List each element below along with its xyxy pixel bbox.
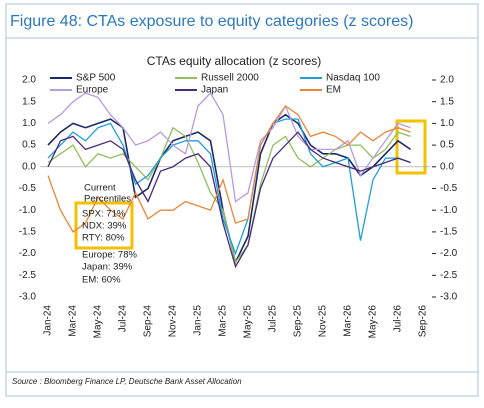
annotation: EM: 60% (82, 275, 121, 286)
y-tick-label: 1.5 (22, 96, 36, 107)
x-tick-label: May-26 (368, 305, 379, 339)
x-tick-label: Sep-24 (143, 305, 154, 338)
legend-label: Nasdaq 100 (326, 73, 380, 84)
y2-tick-label: -2.0 (440, 248, 458, 259)
y2-tick-label: -1.5 (440, 227, 458, 238)
y2-tick-label: 2.0 (440, 75, 454, 86)
x-tick-label: Sep-26 (418, 305, 429, 338)
x-tick-label: Sep-25 (293, 305, 304, 338)
series-line (47, 131, 411, 269)
legend-label: Japan (201, 85, 228, 96)
series-line (47, 91, 411, 203)
y-tick-label: 0.5 (22, 140, 36, 151)
x-tick-label: Nov-25 (318, 305, 329, 338)
y-tick-label: 0.0 (22, 161, 36, 172)
y-tick-label: -3.0 (19, 292, 37, 303)
x-tick-label: Mar-26 (343, 305, 354, 337)
x-tick-label: Mar-24 (68, 305, 79, 337)
legend-label: EM (326, 85, 341, 96)
y-tick-label: 2.0 (22, 75, 36, 86)
annotation: Europe: 78% (82, 250, 137, 261)
highlight-box (395, 119, 427, 175)
legend-label: Europe (76, 85, 109, 96)
chart-title: CTAs equity allocation (z scores) (147, 54, 322, 68)
y2-tick-label: 1.0 (440, 118, 454, 129)
y2-tick-label: -0.5 (440, 183, 458, 194)
annotation: NDX: 39% (82, 221, 127, 232)
y2-tick-label: 0.5 (440, 140, 454, 151)
y-tick-label: -2.5 (19, 270, 37, 281)
x-tick-label: Jul-25 (268, 305, 279, 333)
y-tick-label: -0.5 (19, 183, 37, 194)
series-line (47, 118, 411, 256)
source: Source : Bloomberg Finance LP, Deutsche … (12, 377, 242, 386)
y2-tick-label: -3.0 (440, 292, 458, 303)
y-tick-label: 1.0 (22, 118, 36, 129)
annotation: Japan: 39% (82, 262, 133, 273)
annotation: Current (84, 183, 116, 194)
x-tick-label: Jul-24 (118, 305, 129, 333)
figure-header: Figure 48: CTAs exposure to equity categ… (10, 13, 413, 30)
x-tick-label: Jan-25 (193, 305, 204, 336)
x-tick-label: May-24 (93, 305, 104, 339)
y-tick-label: -2.0 (19, 248, 37, 259)
y2-tick-label: -2.5 (440, 270, 458, 281)
x-tick-label: Nov-24 (168, 305, 179, 338)
annotation: SPX: 71% (82, 209, 126, 220)
x-tick-label: Mar-25 (218, 305, 229, 337)
x-tick-label: May-25 (243, 305, 254, 339)
y2-tick-label: 0.0 (440, 161, 454, 172)
annotation: Percentiles (84, 194, 131, 205)
legend-label: Russell 2000 (201, 73, 259, 84)
x-tick-label: Jul-26 (393, 305, 404, 333)
annotation: RTY: 80% (82, 233, 125, 244)
y2-tick-label: -1.0 (440, 205, 458, 216)
series-line (47, 105, 411, 233)
y2-tick-label: 1.5 (440, 96, 454, 107)
x-tick-label: Jan-24 (43, 305, 54, 336)
frame (5, 3, 479, 397)
y-tick-label: -1.0 (19, 205, 37, 216)
legend-label: S&P 500 (76, 73, 116, 84)
y-tick-label: -1.5 (19, 227, 37, 238)
